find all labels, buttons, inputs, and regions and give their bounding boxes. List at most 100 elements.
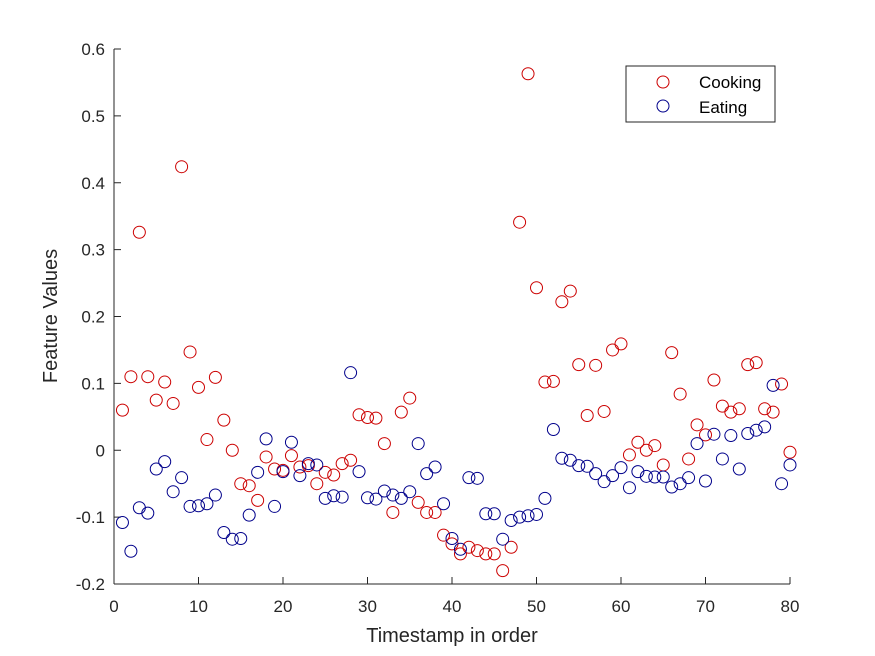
eating-point bbox=[766, 378, 780, 392]
y-tick-label: -0.2 bbox=[76, 575, 105, 594]
cooking-point bbox=[327, 468, 341, 482]
cooking-point bbox=[192, 380, 205, 394]
eating-point bbox=[225, 532, 239, 546]
eating-point bbox=[361, 491, 374, 505]
cooking-point bbox=[555, 295, 569, 309]
eating-point bbox=[580, 459, 594, 473]
cooking-point bbox=[453, 547, 467, 561]
cooking-point bbox=[115, 403, 129, 417]
cooking-point bbox=[639, 443, 653, 457]
y-axis-title: Feature Values bbox=[40, 249, 62, 383]
x-tick-label: 60 bbox=[612, 597, 631, 616]
eating-point bbox=[530, 507, 543, 521]
series-cooking bbox=[115, 67, 797, 578]
cooking-point bbox=[310, 477, 324, 491]
cooking-point bbox=[403, 391, 417, 405]
eating-point bbox=[369, 492, 383, 506]
y-tick-label: 0 bbox=[96, 441, 105, 460]
cooking-point bbox=[234, 477, 248, 491]
cooking-point bbox=[335, 457, 349, 471]
cooking-point bbox=[217, 413, 231, 427]
eating-point bbox=[690, 437, 704, 451]
cooking-point bbox=[504, 540, 518, 554]
eating-point bbox=[301, 457, 315, 471]
eating-point bbox=[437, 497, 451, 511]
y-tick-label: 0.5 bbox=[81, 107, 105, 126]
cooking-point bbox=[622, 448, 636, 462]
eating-point bbox=[504, 513, 518, 527]
cooking-point bbox=[783, 445, 797, 459]
cooking-point bbox=[572, 358, 586, 372]
ticks: 0 10 20 30 40 50 60 70 80 -0.2 -0.1 0 0.1 0.2 0.3 0.4 0.… bbox=[76, 40, 800, 616]
eating-point bbox=[724, 429, 738, 443]
eating-point bbox=[352, 465, 366, 479]
cooking-point bbox=[521, 67, 535, 81]
eating-point bbox=[217, 526, 231, 540]
x-tick-label: 0 bbox=[109, 597, 118, 616]
cooking-point bbox=[724, 405, 738, 419]
eating-point bbox=[335, 490, 349, 504]
eating-point bbox=[268, 499, 282, 513]
cooking-point bbox=[158, 375, 172, 389]
eating-point bbox=[521, 509, 535, 523]
legend-marker-cooking bbox=[656, 75, 670, 89]
cooking-point bbox=[361, 410, 374, 424]
cooking-point bbox=[394, 405, 408, 419]
cooking-point bbox=[149, 393, 163, 407]
x-tick-label: 20 bbox=[274, 597, 293, 616]
eating-point bbox=[715, 452, 729, 466]
plot-background bbox=[114, 49, 790, 584]
eating-point bbox=[462, 471, 476, 485]
eating-point bbox=[403, 485, 417, 499]
data-marks bbox=[115, 67, 797, 578]
eating-point bbox=[200, 497, 214, 511]
eating-point bbox=[783, 458, 797, 472]
eating-point bbox=[589, 467, 603, 481]
eating-point bbox=[158, 455, 172, 469]
cooking-point bbox=[775, 377, 789, 391]
y-tick-label: 0.1 bbox=[81, 374, 105, 393]
eating-point bbox=[310, 458, 324, 472]
eating-point bbox=[707, 427, 721, 441]
eating-point bbox=[386, 488, 400, 502]
cooking-point bbox=[132, 225, 146, 239]
cooking-point bbox=[665, 346, 679, 360]
legend-label-cooking: Cooking bbox=[699, 73, 761, 92]
eating-point bbox=[479, 507, 493, 521]
eating-point bbox=[513, 510, 527, 524]
cooking-point bbox=[200, 433, 214, 447]
eating-point bbox=[614, 461, 628, 475]
eating-point bbox=[622, 481, 636, 495]
legend: Cooking Eating bbox=[625, 65, 776, 123]
cooking-point bbox=[580, 408, 594, 422]
eating-point bbox=[665, 480, 679, 494]
cooking-point bbox=[487, 547, 501, 561]
eating-point bbox=[377, 484, 391, 498]
cooking-point bbox=[496, 564, 510, 578]
eating-point bbox=[411, 437, 425, 451]
cooking-point bbox=[597, 404, 611, 418]
eating-point bbox=[606, 469, 620, 483]
cooking-point bbox=[631, 435, 645, 449]
x-tick-label: 50 bbox=[527, 597, 546, 616]
y-tick-label: 0.6 bbox=[81, 40, 105, 59]
cooking-point bbox=[259, 450, 273, 464]
eating-point bbox=[208, 488, 222, 502]
eating-point bbox=[445, 532, 459, 546]
eating-point bbox=[276, 465, 290, 479]
eating-point bbox=[242, 508, 256, 522]
eating-point bbox=[572, 459, 586, 473]
eating-point bbox=[639, 469, 653, 483]
eating-point bbox=[327, 489, 341, 503]
cooking-point bbox=[318, 465, 332, 479]
eating-point bbox=[318, 491, 332, 505]
eating-point bbox=[656, 470, 670, 484]
cooking-point bbox=[614, 337, 628, 351]
cooking-point bbox=[673, 387, 687, 401]
eating-point bbox=[741, 427, 755, 441]
cooking-point bbox=[124, 370, 138, 384]
cooking-point bbox=[369, 411, 383, 425]
legend-marker-eating bbox=[656, 99, 670, 113]
eating-point bbox=[538, 491, 552, 505]
